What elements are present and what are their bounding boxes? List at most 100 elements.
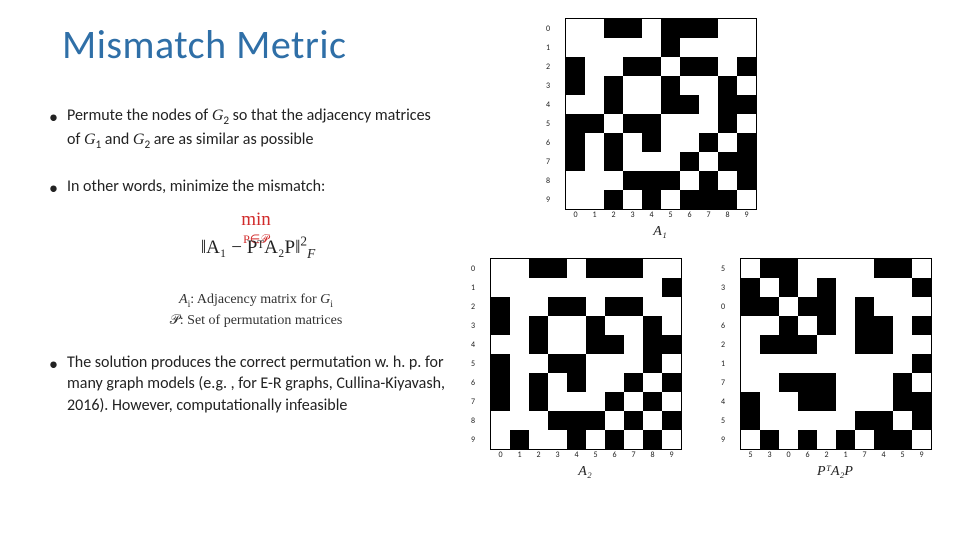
matrix-cell [874,335,893,354]
tick-y: 3 [546,81,550,91]
slide-title: Mismatch Metric [62,20,346,69]
tick-x: 1 [843,450,847,460]
matrix-cell [643,316,662,335]
matrix-cell [585,114,604,133]
matrix-grid: 01234567890123456789 [565,18,757,210]
matrix-cell [567,411,586,430]
tick-x: 0 [573,210,577,220]
matrix-cell [855,335,874,354]
tick-y: 1 [471,283,475,293]
tick-y: 4 [471,340,475,350]
matrix-cell [604,190,623,209]
matrix-cell [662,335,681,354]
matrix-cell [491,354,510,373]
tick-x: 6 [612,450,616,460]
tick-y: 9 [721,435,725,445]
tick-y: 1 [546,43,550,53]
tick-x: 3 [767,450,771,460]
tick-y: 6 [471,378,475,388]
matrix-cell [566,133,585,152]
matrix-cell [874,430,893,449]
matrix-cell [817,316,836,335]
tick-x: 0 [498,450,502,460]
matrix-cell [566,114,585,133]
mismatch-formula: min P∈𝒫 ‖A₁ − PᵀA₂P‖2F [67,207,445,277]
matrix-cell [680,19,699,38]
bullet-3: The solution produces the correct permut… [45,352,445,417]
tick-x: 2 [824,450,828,460]
figure-A2: 01234567890123456789A₂ [490,258,682,480]
matrix-cell [893,373,912,392]
tick-x: 3 [630,210,634,220]
matrix-cell [798,430,817,449]
matrix-cell [661,38,680,57]
tick-x: 9 [669,450,673,460]
matrix-cell [855,316,874,335]
matrix-cell [566,57,585,76]
matrix-cell [604,19,623,38]
matrix-cell [741,297,760,316]
matrix-cell [874,411,893,430]
tick-y: 7 [546,157,550,167]
matrix-cell [510,430,529,449]
matrix-cell [491,316,510,335]
matrix-cell [643,354,662,373]
matrix-cell [623,114,642,133]
matrix-cell [741,278,760,297]
matrix-cell [874,316,893,335]
tick-y: 0 [721,302,725,312]
matrix-cell [548,354,567,373]
matrix-cell [737,57,756,76]
matrix-cell [623,57,642,76]
tick-y: 5 [546,119,550,129]
tick-y: 7 [721,378,725,388]
tick-y: 6 [721,321,725,331]
matrix-cell [605,392,624,411]
matrix-cell [605,430,624,449]
matrix-cell [893,259,912,278]
tick-y: 2 [471,302,475,312]
tick-x: 2 [536,450,540,460]
matrix-cell [548,259,567,278]
tick-x: 1 [517,450,521,460]
def-A: Ai: Adjacency matrix for Gi [67,291,445,312]
matrix-cell [605,259,624,278]
matrix-cell [661,171,680,190]
matrix-cell [779,373,798,392]
tick-y: 4 [546,100,550,110]
matrix-cell [737,95,756,114]
tick-x: 7 [706,210,710,220]
matrix-cell [912,411,931,430]
tick-y: 8 [546,176,550,186]
matrix-cell [491,392,510,411]
tick-x: 4 [574,450,578,460]
def-P: 𝒫: Set of permutation matrices [67,312,445,330]
tick-x: 0 [786,450,790,460]
tick-y: 7 [471,397,475,407]
formula-definitions: Ai: Adjacency matrix for Gi 𝒫: Set of pe… [67,291,445,330]
matrix-cell [662,411,681,430]
matrix-cell [491,297,510,316]
matrix-cell [604,152,623,171]
bullet-1: Permute the nodes of G2 so that the adja… [45,105,445,154]
tick-y: 3 [721,283,725,293]
matrix-cell [661,19,680,38]
matrix-cell [798,335,817,354]
matrix-caption: A₁ [565,224,755,240]
tick-y: 5 [721,416,725,426]
tick-y: 0 [471,264,475,274]
matrix-cell [642,190,661,209]
matrix-cell [836,430,855,449]
matrix-cell [643,392,662,411]
tick-x: 5 [900,450,904,460]
matrix-cell [893,430,912,449]
matrix-cell [604,133,623,152]
tick-y: 9 [471,435,475,445]
tick-x: 6 [687,210,691,220]
matrix-grid: 01234567890123456789 [490,258,682,450]
matrix-cell [604,95,623,114]
tick-y: 0 [546,24,550,34]
tick-y: 9 [546,195,550,205]
tick-x: 7 [631,450,635,460]
matrix-cell [737,133,756,152]
